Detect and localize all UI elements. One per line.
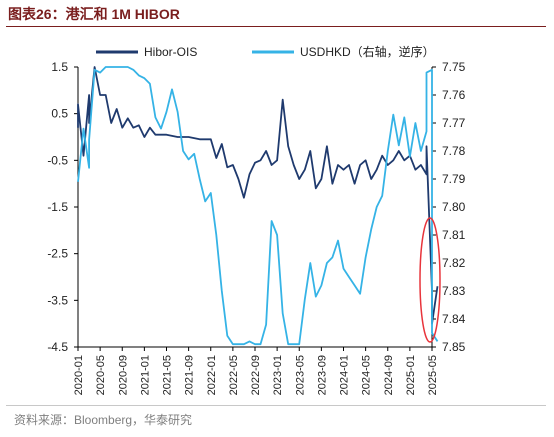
right-tick-label: 7.78: [442, 144, 466, 158]
left-tick-label: -2.5: [47, 247, 68, 261]
legend: Hibor-OIS USDHKD（右轴，逆序）: [96, 44, 435, 59]
right-tick-label: 7.81: [442, 228, 466, 242]
series-line-0: [77, 66, 439, 325]
right-tick-label: 7.83: [442, 284, 466, 298]
x-tick-label: 2024-09: [383, 355, 395, 395]
right-tick-label: 7.77: [442, 116, 466, 130]
x-tick-label: 2023-09: [316, 355, 328, 395]
x-tick-label: 2021-05: [162, 355, 174, 395]
right-tick-label: 7.82: [442, 256, 466, 270]
x-tick-label: 2023-05: [294, 355, 306, 395]
highlight-ellipse: [419, 217, 441, 343]
title-rule: [6, 26, 546, 27]
right-tick-label: 7.85: [442, 340, 466, 354]
x-tick-label: 2021-01: [139, 355, 151, 395]
x-tick-label: 2024-01: [339, 355, 351, 395]
x-tick-label: 2020-05: [95, 355, 107, 395]
series-layer: [77, 66, 439, 346]
left-tick-label: -4.5: [47, 340, 68, 354]
x-tick-label: 2022-05: [228, 355, 240, 395]
left-tick-label: -3.5: [47, 293, 68, 307]
right-tick-label: 7.84: [442, 312, 466, 326]
left-tick-label: 1.5: [51, 60, 68, 74]
x-tick-label: 2022-01: [206, 355, 218, 395]
left-tick-label: -0.5: [47, 153, 68, 167]
x-tick-label: 2020-01: [73, 355, 85, 395]
chart: 1.5 0.5 -0.5 -1.5 -2.5 -3.5 -4.5 7.75 7.76 7.77 7.…: [47, 44, 465, 395]
x-tick-label: 2023-01: [272, 355, 284, 395]
legend-label-1: USDHKD（右轴，逆序）: [300, 44, 435, 59]
right-tick-label: 7.79: [442, 172, 466, 186]
x-tick-label: 2021-09: [184, 355, 196, 395]
legend-label-0: Hibor-OIS: [144, 45, 197, 59]
right-tick-label: 7.75: [442, 60, 466, 74]
left-tick-label: 0.5: [51, 107, 68, 121]
x-tick-label: 2022-09: [250, 355, 262, 395]
chart-title: 图表26：港汇和 1M HIBOR: [8, 6, 180, 22]
left-tick-label: -1.5: [47, 200, 68, 214]
right-tick-label: 7.80: [442, 200, 466, 214]
axes: 1.5 0.5 -0.5 -1.5 -2.5 -3.5 -4.5 7.75 7.76 7.77 7.…: [47, 60, 465, 395]
x-tick-label: 2025-01: [405, 355, 417, 395]
x-tick-label: 2024-05: [361, 355, 373, 395]
right-tick-label: 7.76: [442, 88, 466, 102]
source-note: 资料来源：Bloomberg，华泰研究: [14, 413, 193, 427]
x-tick-label: 2020-09: [117, 355, 129, 395]
x-tick-label: 2025-05: [427, 355, 439, 395]
source-rule: [6, 405, 546, 406]
series-line-1: [77, 66, 439, 346]
